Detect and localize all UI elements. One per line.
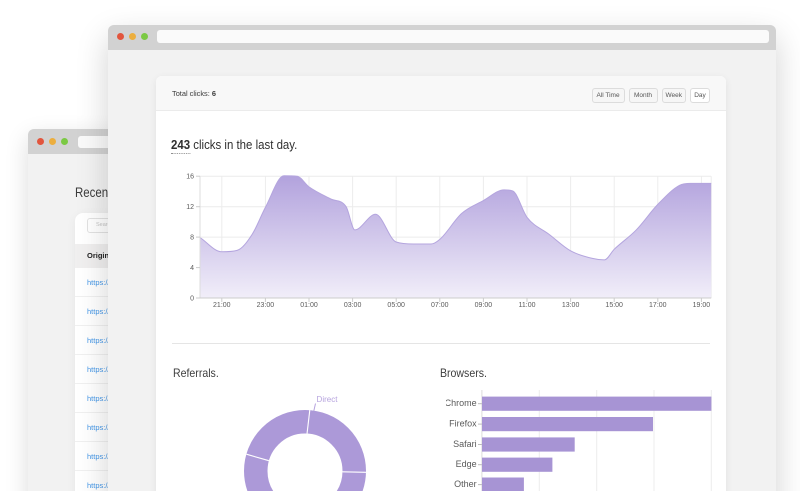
svg-text:11:00: 11:00 bbox=[519, 302, 536, 309]
svg-text:0: 0 bbox=[190, 296, 194, 303]
svg-text:4: 4 bbox=[190, 265, 194, 272]
svg-text:19:00: 19:00 bbox=[693, 302, 711, 309]
svg-text:Edge: Edge bbox=[456, 459, 477, 469]
svg-text:21:00: 21:00 bbox=[213, 302, 231, 309]
svg-text:Safari: Safari bbox=[453, 439, 477, 449]
svg-text:03:00: 03:00 bbox=[344, 302, 362, 309]
svg-text:01:00: 01:00 bbox=[300, 302, 318, 309]
svg-text:Direct: Direct bbox=[317, 395, 339, 404]
svg-text:13:00: 13:00 bbox=[562, 302, 580, 309]
svg-text:Other: Other bbox=[454, 479, 477, 489]
svg-text:12: 12 bbox=[186, 204, 194, 211]
svg-text:17:00: 17:00 bbox=[649, 302, 667, 309]
svg-text:07:00: 07:00 bbox=[431, 302, 449, 309]
svg-text:8: 8 bbox=[190, 235, 194, 242]
svg-text:16: 16 bbox=[186, 174, 194, 181]
svg-text:Chrome: Chrome bbox=[446, 398, 477, 408]
svg-text:05:00: 05:00 bbox=[387, 302, 405, 309]
svg-text:Firefox: Firefox bbox=[449, 419, 477, 429]
svg-text:15:00: 15:00 bbox=[605, 302, 623, 309]
svg-text:23:00: 23:00 bbox=[257, 302, 275, 309]
svg-text:09:00: 09:00 bbox=[475, 302, 493, 309]
